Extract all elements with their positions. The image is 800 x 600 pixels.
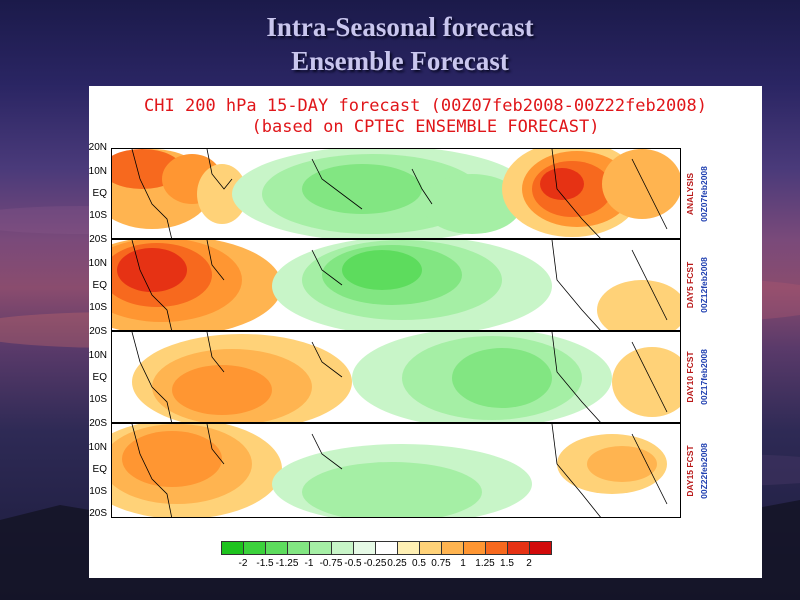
slide-subtitle: Ensemble Forecast: [291, 46, 509, 76]
colorbar-segment: [507, 541, 530, 555]
lat-label: 10N: [88, 350, 107, 361]
colorbar-tick-label: 0.75: [431, 558, 451, 569]
map-subtitle: (based on CPTEC ENSEMBLE FORECAST): [251, 117, 600, 137]
colorbar-segment: [243, 541, 266, 555]
lat-label: 10S: [89, 210, 107, 221]
panel-date-day10: 00Z17feb2008: [699, 349, 709, 405]
colorbar-tick-label: -1.25: [275, 558, 299, 569]
colorbar-tick-label: 0.25: [387, 558, 407, 569]
colorbar-tick-label: -2: [238, 558, 248, 569]
colorbar-tick-label: 1.5: [500, 558, 514, 569]
lat-label: 20S: [89, 234, 107, 245]
map-strip-analysis: [111, 148, 681, 239]
map-strip-day10: [111, 331, 681, 423]
colorbar-tick-label: -1: [304, 558, 314, 569]
lat-label: EQ: [92, 464, 107, 475]
lat-label: EQ: [92, 188, 107, 199]
colorbar-segment: [419, 541, 442, 555]
colorbar-segment: [375, 541, 398, 555]
colorbar-segment: [397, 541, 420, 555]
colorbar-tick-label: 0.5: [412, 558, 426, 569]
lat-label: EQ: [92, 280, 107, 291]
colorbar-tick-label: 2: [526, 558, 532, 569]
colorbar-segment: [441, 541, 464, 555]
colorbar-segment: [331, 541, 354, 555]
lat-label: 10S: [89, 302, 107, 313]
colorbar: [221, 541, 552, 555]
forecast-map-figure: CHI 200 hPa 15-DAY forecast (00Z07feb200…: [89, 86, 762, 578]
colorbar-segment: [353, 541, 376, 555]
slide-title: Intra-Seasonal forecast: [266, 12, 534, 42]
panel-date-day5: 00Z12feb2008: [699, 257, 709, 313]
lat-label: 10S: [89, 486, 107, 497]
map-strip-day15: [111, 423, 681, 518]
chi-field-day5: [112, 240, 680, 330]
colorbar-segment: [265, 541, 288, 555]
colorbar-tick-label: -0.5: [344, 558, 362, 569]
lat-label: 20S: [89, 418, 107, 429]
lat-label: EQ: [92, 372, 107, 383]
lat-label: 10N: [88, 258, 107, 269]
chi-field-day10: [112, 332, 680, 422]
map-title: CHI 200 hPa 15-DAY forecast (00Z07feb200…: [144, 96, 707, 116]
colorbar-segment: [485, 541, 508, 555]
colorbar-segment: [287, 541, 310, 555]
colorbar-segment: [309, 541, 332, 555]
colorbar-tick-label: 1.25: [475, 558, 495, 569]
colorbar-tick-label: 1: [460, 558, 466, 569]
colorbar-tick-label: -0.25: [363, 558, 387, 569]
lat-label: 20S: [89, 508, 107, 519]
chi-field-day15: [112, 424, 680, 517]
map-strip-day5: [111, 239, 681, 331]
lat-label: 10N: [88, 442, 107, 453]
colorbar-segment: [221, 541, 244, 555]
lat-label: 10N: [88, 166, 107, 177]
colorbar-segment: [463, 541, 486, 555]
lat-label: 20S: [89, 326, 107, 337]
colorbar-tick-label: -0.75: [319, 558, 343, 569]
panel-date-analysis: 00Z07feb2008: [699, 166, 709, 222]
colorbar-ticks: -2 -1.5 -1.25 -1 -0.75 -0.5 -0.25 0.25 0.5 0.75 1 1…: [89, 558, 762, 572]
colorbar-segment: [529, 541, 552, 555]
lat-label: 20N: [88, 142, 107, 153]
colorbar-tick-label: -1.5: [256, 558, 274, 569]
lat-label: 10S: [89, 394, 107, 405]
chi-field-analysis: [112, 149, 680, 238]
panel-date-day15: 00Z22feb2008: [699, 443, 709, 499]
